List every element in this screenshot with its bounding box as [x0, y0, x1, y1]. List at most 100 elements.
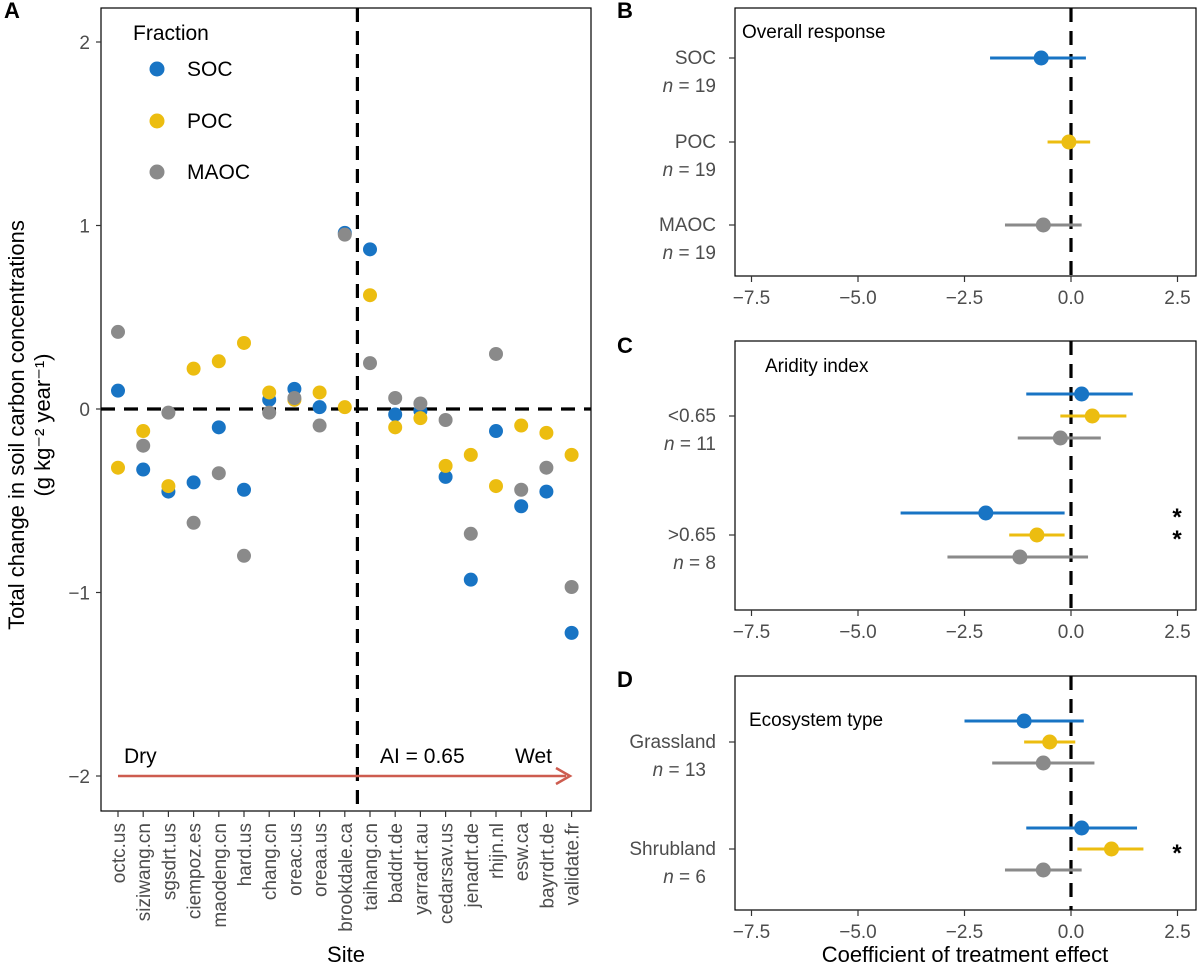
point-poc: [539, 425, 554, 440]
point-soc: [211, 420, 226, 435]
x-tick-label: −2.5: [946, 288, 984, 309]
x-tick-label: −5.0: [839, 622, 877, 643]
group-sample-size: n = 11: [664, 434, 716, 455]
x-axis-title-site: Site: [327, 942, 365, 967]
point-maoc: [514, 482, 529, 497]
point-poc: [463, 447, 478, 462]
point-maoc: [211, 466, 226, 481]
legend-label-maoc: MAOC: [187, 161, 250, 184]
point-maoc: [388, 390, 403, 405]
panel-c-subtitle: Aridity index: [765, 356, 869, 377]
point-poc: [211, 354, 226, 369]
group-label: Grassland: [629, 732, 716, 753]
x-tick-label: taihang.cn: [361, 823, 382, 911]
x-tick-label: baddrt.de: [386, 823, 407, 903]
point-maoc: [337, 227, 352, 242]
group-sample-size: n = 19: [663, 243, 716, 264]
legend-marker-poc: [149, 113, 165, 129]
point-soc: [186, 475, 201, 490]
group-label: POC: [675, 132, 716, 153]
x-tick-label: −7.5: [733, 288, 771, 309]
estimate-maoc: [1035, 862, 1051, 878]
y-axis-title-line1: Total change in soil carbon concentratio…: [4, 220, 29, 630]
panel-letter-d: D: [617, 667, 633, 692]
point-soc: [463, 572, 478, 587]
point-soc: [363, 242, 377, 257]
x-tick-label: 0.0: [1058, 922, 1084, 943]
estimate-poc: [1029, 527, 1045, 543]
group-sample-size: n = 19: [663, 76, 716, 97]
y-tick-label: 0: [79, 400, 90, 421]
x-tick-label: sgsdrt.us: [159, 823, 180, 900]
significance-marker: *: [1172, 526, 1182, 553]
point-maoc: [111, 324, 125, 339]
estimate-maoc: [1035, 217, 1051, 233]
x-tick-label: −5.0: [839, 922, 877, 943]
group-label: <0.65: [668, 406, 716, 427]
x-tick-label: −7.5: [733, 622, 771, 643]
point-maoc: [186, 515, 201, 530]
x-tick-label: esw.ca: [512, 823, 533, 882]
ai-threshold-label: AI = 0.65: [380, 745, 465, 768]
x-tick-label: octc.us: [109, 823, 130, 883]
x-tick-label: oreaa.us: [311, 823, 332, 897]
estimate-soc: [1016, 713, 1032, 729]
panel-d-frame: [734, 675, 1197, 911]
point-soc: [111, 383, 125, 398]
point-maoc: [237, 548, 251, 563]
point-maoc: [363, 356, 377, 371]
panel-d-forest: −7.5 −5.0 −2.5 0.0 2.5 Grassland n = 13 Shrubla…: [629, 676, 1191, 943]
panel-b-subtitle: Overall response: [742, 22, 886, 43]
point-soc: [237, 482, 251, 497]
point-poc: [262, 385, 277, 400]
point-poc: [136, 424, 151, 439]
point-poc: [564, 447, 579, 462]
panel-letter-b: B: [617, 0, 633, 23]
point-soc: [388, 407, 403, 422]
x-tick-label: cedarsav.us: [437, 823, 458, 924]
point-poc: [237, 335, 251, 350]
legend-marker-soc: [149, 61, 165, 77]
group-label: Shrubland: [629, 839, 716, 860]
group-sample-size: n = 13: [653, 760, 706, 781]
panel-b: B Overall response −7.5 −5.0 −2.5 0.0 2.5 SOC…: [617, 0, 1197, 309]
point-maoc: [539, 460, 554, 475]
x-tick-label: −2.5: [946, 622, 984, 643]
x-tick-label: −5.0: [839, 288, 877, 309]
panel-letter-a: A: [4, 0, 20, 23]
estimate-poc: [1042, 734, 1058, 750]
x-tick-label: siziwang.cn: [134, 823, 155, 921]
point-poc: [388, 420, 403, 435]
panel-a-x-axis: octc.us siziwang.cn sgsdrt.us ciempoz.es mao…: [109, 811, 584, 932]
y-tick-label: −2: [68, 767, 90, 788]
point-maoc: [136, 438, 151, 453]
significance-marker: *: [1172, 840, 1182, 867]
x-tick-label: chang.cn: [260, 823, 281, 900]
point-soc: [539, 484, 554, 499]
point-maoc: [438, 413, 453, 428]
point-maoc: [287, 390, 302, 405]
point-poc: [111, 460, 125, 475]
point-poc: [312, 385, 327, 400]
estimate-poc: [1103, 841, 1119, 857]
x-tick-label: jenadrt.de: [462, 823, 483, 909]
significance-marker: *: [1172, 504, 1182, 531]
point-poc: [438, 458, 453, 473]
x-tick-label: 2.5: [1164, 922, 1190, 943]
point-poc: [337, 400, 352, 415]
x-tick-label: rhijn.nl: [487, 823, 508, 879]
point-soc: [136, 462, 151, 477]
x-tick-label: 2.5: [1164, 288, 1190, 309]
panel-a: A −2 −1 0 1 2 octc.us siziwang.cn sgsdrt.us cie…: [4, 0, 592, 967]
wet-label: Wet: [515, 745, 552, 768]
group-label: >0.65: [668, 525, 716, 546]
point-soc: [564, 625, 579, 640]
x-tick-label: validate.fr: [563, 822, 584, 905]
x-tick-label: maodeng.cn: [210, 823, 231, 928]
y-tick-label: −1: [68, 584, 90, 605]
panel-c-frame: [734, 340, 1197, 611]
legend: Fraction SOC POC MAOC: [133, 22, 250, 184]
x-tick-label: 0.0: [1058, 288, 1084, 309]
estimate-soc: [978, 505, 994, 521]
point-soc: [514, 499, 529, 514]
